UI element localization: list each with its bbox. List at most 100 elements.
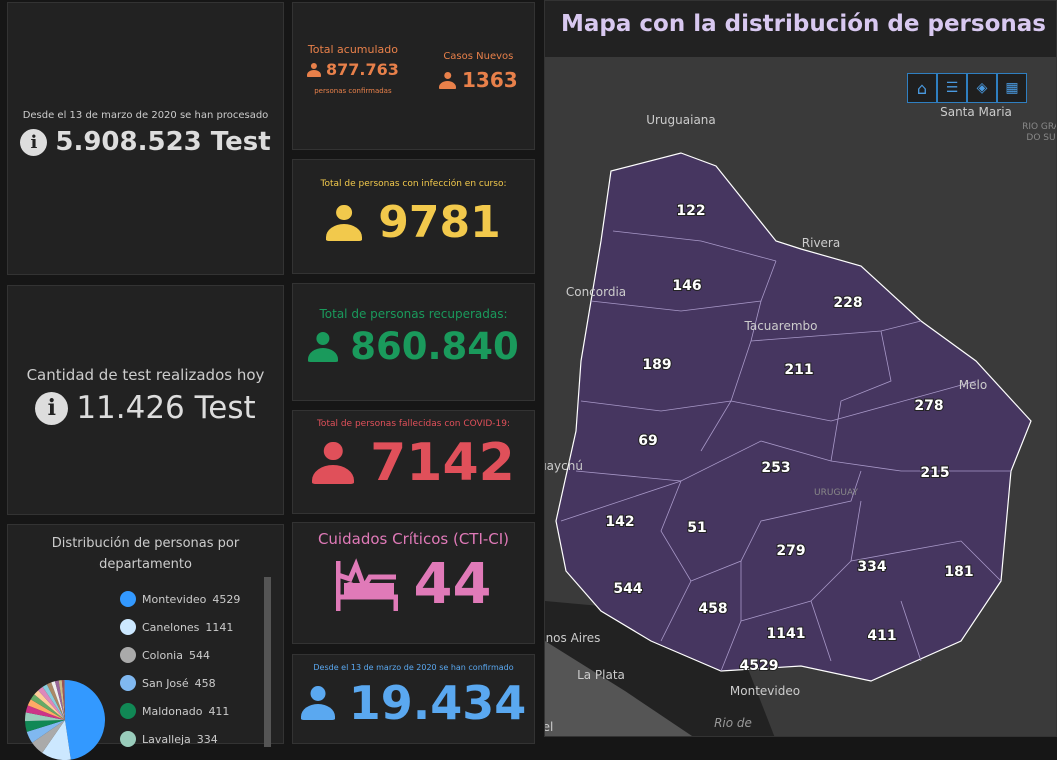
department-count[interactable]: 334 xyxy=(856,558,887,576)
department-count[interactable]: 253 xyxy=(760,459,791,477)
department-count[interactable]: 51 xyxy=(686,519,707,537)
place-label: Rivera xyxy=(802,236,840,250)
home-button[interactable]: ⌂ xyxy=(907,73,937,103)
pie-slice[interactable] xyxy=(46,682,65,720)
legend-swatch xyxy=(120,703,136,719)
department-count[interactable]: 458 xyxy=(697,600,728,618)
legend-label: Maldonado xyxy=(142,704,203,718)
legend-item[interactable]: San José 458 xyxy=(120,669,240,697)
legend-button[interactable]: ☰ xyxy=(937,73,967,103)
land-argentina xyxy=(545,641,693,736)
pie-slice[interactable] xyxy=(51,681,65,720)
department-count[interactable]: 4529 xyxy=(739,657,780,675)
pie-slice[interactable] xyxy=(63,680,65,720)
department-border xyxy=(560,480,682,522)
tests-today-card: Cantidad de test realizados hoy i 11.426… xyxy=(7,285,284,515)
pie-slice[interactable] xyxy=(27,699,65,720)
legend-value: 411 xyxy=(208,704,230,718)
department-count[interactable]: 181 xyxy=(943,563,974,581)
legend-value: 544 xyxy=(188,648,210,662)
info-icon: i xyxy=(35,391,69,425)
map-card: Mapa con la distribución de personas Uru… xyxy=(544,0,1057,737)
legend-item[interactable]: Lavalleja 334 xyxy=(120,725,240,753)
pie-slice[interactable] xyxy=(42,684,65,720)
legend-item[interactable]: Canelones 1141 xyxy=(120,613,240,641)
department-border xyxy=(900,600,922,662)
pie-slice[interactable] xyxy=(61,680,65,720)
distribution-legend: Montevideo 4529 Canelones 1141 Colonia 544 San… xyxy=(120,585,240,753)
legend-swatch xyxy=(120,591,136,607)
department-count[interactable]: 142 xyxy=(604,513,635,531)
department-border xyxy=(830,460,1011,472)
place-label: Tacuarembo xyxy=(744,319,818,333)
department-border xyxy=(590,260,777,312)
place-label: Uruguaiana xyxy=(646,113,716,127)
department-count[interactable]: 278 xyxy=(913,397,944,415)
legend-item[interactable]: Montevideo 4529 xyxy=(120,585,240,613)
distribution-title: Distribución de personas por departament… xyxy=(51,536,240,572)
pie-slice[interactable] xyxy=(30,694,65,720)
legend-label: Lavalleja xyxy=(142,732,191,746)
department-count[interactable]: 211 xyxy=(783,361,814,379)
department-border xyxy=(850,500,862,562)
deceased-card: Total de personas fallecidas con COVID-1… xyxy=(292,410,535,514)
legend-value: 334 xyxy=(196,732,218,746)
critical-label: Cuidados Críticos (CTI-CI) xyxy=(317,530,510,548)
recovered-card: Total de personas recuperadas: 860.840 xyxy=(292,283,535,401)
critical-value: 44 xyxy=(413,552,492,617)
department-count[interactable]: 69 xyxy=(637,432,658,450)
department-count[interactable]: 189 xyxy=(641,356,672,374)
pie-slice[interactable] xyxy=(25,705,65,720)
uruguay-map[interactable] xyxy=(555,152,1032,682)
confirmed-card: Desde el 13 de marzo de 2020 se han conf… xyxy=(292,654,535,744)
place-label: el xyxy=(545,720,553,734)
pie-slice[interactable] xyxy=(25,720,65,732)
person-icon xyxy=(312,442,355,484)
department-border xyxy=(580,400,732,412)
place-label: Santa Maria xyxy=(940,105,1012,119)
recovered-value: 860.840 xyxy=(350,325,519,368)
legend-item[interactable]: Maldonado 411 xyxy=(120,697,240,725)
department-border xyxy=(612,230,777,262)
legend-label: Canelones xyxy=(142,620,200,634)
legend-value: 4529 xyxy=(212,592,241,606)
active-value: 9781 xyxy=(378,197,501,248)
qr-button[interactable]: ▦ xyxy=(997,73,1027,103)
department-border xyxy=(730,380,977,422)
pie-slice[interactable] xyxy=(38,686,65,720)
tests-total-caption: Desde el 13 de marzo de 2020 se han proc… xyxy=(22,110,269,121)
legend-value: 458 xyxy=(194,676,216,690)
legend-item[interactable]: Colonia 544 xyxy=(120,641,240,669)
person-icon xyxy=(308,332,339,362)
pie-slice[interactable] xyxy=(25,712,65,722)
department-count[interactable]: 411 xyxy=(866,627,897,645)
department-count[interactable]: 1141 xyxy=(766,625,807,643)
tests-today-value: 11.426 Test xyxy=(76,390,256,426)
tests-total-value: 5.908.523 Test xyxy=(55,127,271,157)
layers-button[interactable]: ◈ xyxy=(967,73,997,103)
tests-today-caption: Cantidad de test realizados hoy xyxy=(26,366,265,384)
department-count[interactable]: 228 xyxy=(832,294,863,312)
person-icon xyxy=(300,686,335,720)
pie-slice[interactable] xyxy=(65,680,105,760)
department-border xyxy=(690,470,862,582)
pie-slice[interactable] xyxy=(58,680,65,720)
new-cases-value: 1363 xyxy=(462,68,518,92)
legend-label: Montevideo xyxy=(142,592,207,606)
department-count[interactable]: 215 xyxy=(919,464,950,482)
department-count[interactable]: 122 xyxy=(675,202,706,220)
accumulated-label: Total acumulado xyxy=(307,43,399,56)
map-toolbar: ⌂ ☰ ◈ ▦ xyxy=(907,73,1027,103)
legend-label: Colonia xyxy=(142,648,183,662)
department-count[interactable]: 544 xyxy=(612,580,643,598)
tests-total-card: Desde el 13 de marzo de 2020 se han proc… xyxy=(7,2,284,275)
pie-slice[interactable] xyxy=(54,680,65,720)
department-count[interactable]: 279 xyxy=(775,542,806,560)
pie-slice[interactable] xyxy=(34,690,65,720)
legend-value: 1141 xyxy=(205,620,234,634)
department-count[interactable]: 146 xyxy=(671,277,702,295)
distribution-card: Distribución de personas por departament… xyxy=(7,524,284,760)
legend-scrollbar[interactable] xyxy=(264,577,271,747)
new-cases-label: Casos Nuevos xyxy=(443,51,514,62)
